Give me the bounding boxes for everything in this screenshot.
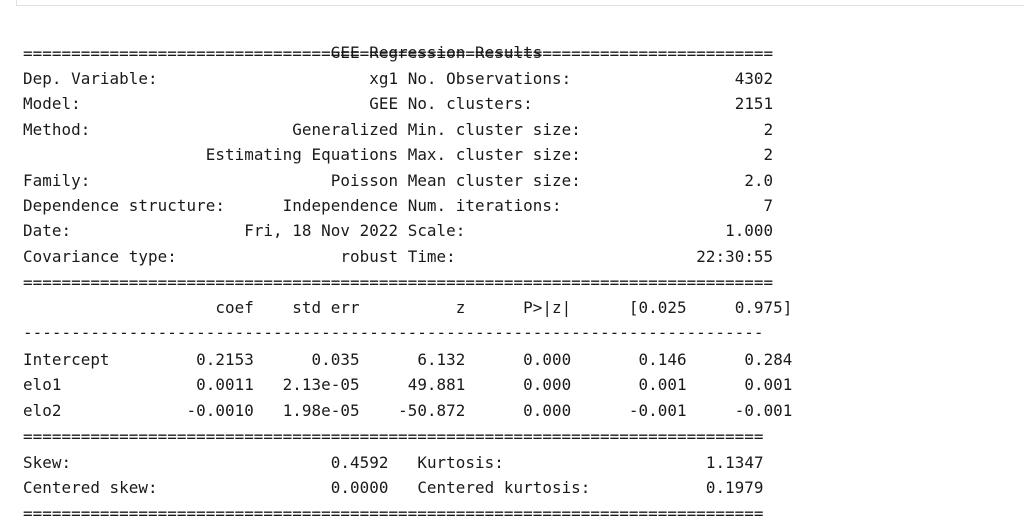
info-label: Family: bbox=[23, 170, 91, 190]
stat-value: 0.4592 bbox=[330, 453, 389, 472]
table-cell: 0.2153 bbox=[196, 350, 254, 369]
table-row: elo2 -0.0010 1.98e-05 -50.872 0.000 -0.0… bbox=[23, 398, 792, 423]
table-cell: 1.98e-05 bbox=[282, 400, 360, 420]
info-label: Model: bbox=[23, 94, 81, 114]
stat-value: 0.1979 bbox=[705, 478, 764, 498]
coef-header-row: coef std err z P>|z| [0.025 0.975] bbox=[23, 295, 792, 320]
table-cell: 0.001 bbox=[744, 375, 793, 395]
table-row: Intercept 0.2153 0.035 6.132 0.000 0.146… bbox=[23, 347, 792, 372]
info-value: Fri, 18 Nov 2022 bbox=[244, 221, 399, 241]
table-row: elo1 0.0011 2.13e-05 49.881 0.000 0.001 … bbox=[23, 372, 792, 397]
info-label: Num. iterations: bbox=[407, 196, 562, 215]
title-text: GEE Regression Results bbox=[330, 43, 543, 62]
separator-line: ----------------------------------------… bbox=[23, 323, 764, 342]
model-info-row: Family: Poisson Mean cluster size: 2.0 bbox=[23, 168, 773, 193]
stat-label: Centered kurtosis: bbox=[417, 478, 591, 498]
info-value: 1.000 bbox=[725, 221, 774, 241]
info-value: Poisson bbox=[330, 170, 399, 190]
info-value: 4302 bbox=[734, 69, 774, 88]
info-label: Min. cluster size: bbox=[407, 119, 581, 139]
table-cell: 49.881 bbox=[407, 375, 466, 395]
variable-name: Intercept bbox=[23, 350, 110, 369]
column-header: 0.975] bbox=[734, 298, 793, 317]
diagnostics-row: Skew: 0.4592 Kurtosis: 1.1347 bbox=[23, 450, 764, 475]
column-header: std err bbox=[292, 298, 360, 317]
info-value: 7 bbox=[763, 196, 774, 215]
model-info-row: Estimating Equations Max. cluster size: … bbox=[23, 142, 773, 167]
info-label: Dependence structure: bbox=[23, 196, 225, 215]
info-value: Independence bbox=[282, 196, 399, 215]
info-value: Generalized bbox=[292, 119, 399, 139]
stat-value: 1.1347 bbox=[705, 453, 764, 472]
stat-value: 0.0000 bbox=[330, 478, 389, 498]
info-value: xg1 bbox=[369, 69, 399, 88]
table-cell: 0.000 bbox=[523, 350, 572, 369]
model-info-row: Model: GEE No. clusters: 2151 bbox=[23, 91, 773, 116]
model-info-row: Dependence structure: Independence Num. … bbox=[23, 193, 773, 218]
model-info-row: Covariance type: robust Time: 22:30:55 bbox=[23, 244, 773, 269]
table-cell: -0.001 bbox=[734, 400, 793, 420]
table-cell: -0.001 bbox=[628, 400, 687, 420]
info-value: 22:30:55 bbox=[696, 246, 774, 266]
info-value: 2 bbox=[763, 119, 774, 139]
info-label: Covariance type: bbox=[23, 246, 177, 266]
table-cell: 0.0011 bbox=[196, 375, 254, 395]
model-info-row: Date: Fri, 18 Nov 2022 Scale: 1.000 bbox=[23, 218, 773, 243]
diagnostics-row: Centered skew: 0.0000 Centered kurtosis:… bbox=[23, 475, 764, 500]
variable-name: elo1 bbox=[23, 375, 62, 395]
table-cell: -0.0010 bbox=[186, 400, 254, 420]
info-label: Dep. Variable: bbox=[23, 69, 158, 88]
info-label: No. clusters: bbox=[407, 94, 533, 114]
stat-label: Centered skew: bbox=[23, 478, 158, 498]
info-label: Method: bbox=[23, 119, 91, 139]
info-value: 2 bbox=[763, 145, 774, 165]
table-cell: -50.872 bbox=[398, 400, 466, 420]
info-label: Scale: bbox=[407, 221, 466, 241]
model-info-row: Method: Generalized Min. cluster size: 2 bbox=[23, 117, 773, 142]
separator-line: ========================================… bbox=[23, 504, 764, 523]
info-label: Max. cluster size: bbox=[407, 145, 581, 165]
separator-line: ========================================… bbox=[23, 273, 774, 292]
output-cell-border bbox=[16, 0, 1024, 6]
info-value: 2151 bbox=[734, 94, 774, 114]
table-cell: 0.001 bbox=[638, 375, 687, 395]
separator-line: ========================================… bbox=[23, 44, 774, 63]
table-cell: 0.035 bbox=[311, 350, 360, 369]
info-label: No. Observations: bbox=[407, 69, 572, 88]
info-label: Time: bbox=[407, 246, 456, 266]
column-header: P>|z| bbox=[523, 298, 572, 317]
report-title: GEE Regression Results bbox=[23, 15, 543, 62]
table-cell: 2.13e-05 bbox=[282, 375, 360, 395]
table-cell: 0.146 bbox=[638, 350, 687, 369]
column-header: coef bbox=[215, 298, 254, 317]
column-header: z bbox=[455, 298, 466, 317]
info-value: 2.0 bbox=[744, 170, 774, 190]
column-header: [0.025 bbox=[628, 298, 687, 317]
info-value: GEE bbox=[369, 94, 399, 114]
info-label: Mean cluster size: bbox=[407, 170, 581, 190]
table-cell: 0.000 bbox=[523, 375, 572, 395]
info-label: Date: bbox=[23, 221, 72, 241]
stat-label: Kurtosis: bbox=[417, 453, 504, 472]
separator-line: ========================================… bbox=[23, 427, 764, 446]
info-value: Estimating Equations bbox=[205, 145, 399, 165]
table-cell: 0.284 bbox=[744, 350, 793, 369]
model-info-row: Dep. Variable: xg1 No. Observations: 430… bbox=[23, 66, 773, 91]
info-value: robust bbox=[340, 246, 399, 266]
table-cell: 0.000 bbox=[523, 400, 572, 420]
variable-name: elo2 bbox=[23, 400, 62, 420]
stat-label: Skew: bbox=[23, 453, 72, 472]
table-cell: 6.132 bbox=[417, 350, 466, 369]
